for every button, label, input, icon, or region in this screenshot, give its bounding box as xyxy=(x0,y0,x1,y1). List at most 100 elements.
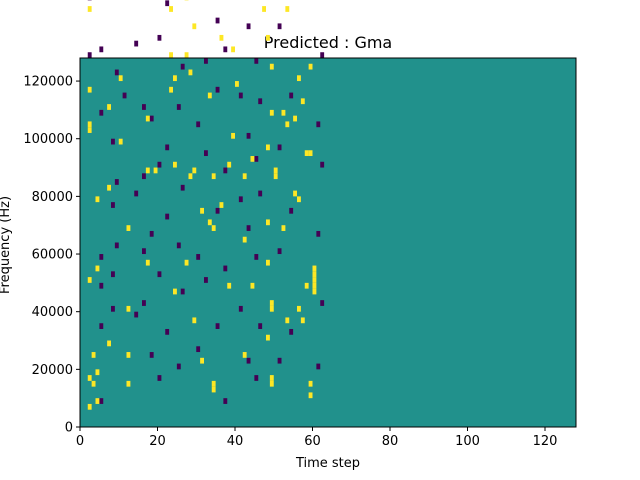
heatmap-cell-high xyxy=(285,317,290,324)
heatmap-cell-high xyxy=(107,104,111,110)
heatmap-cell-low xyxy=(223,46,228,53)
heatmap-cell-high xyxy=(269,109,274,116)
heatmap-cell-high xyxy=(192,167,197,174)
heatmap-cell-high xyxy=(273,167,278,174)
heatmap-cell-high xyxy=(312,282,317,289)
heatmap-cell-low xyxy=(176,242,181,249)
heatmap-cell-high xyxy=(107,184,111,191)
y-axis: 0 20000 40000 60000 80000 100000 120000 xyxy=(23,75,80,436)
heatmap-cell-high xyxy=(87,403,92,410)
heatmap-cell-high xyxy=(200,207,204,214)
x-tick-label: 80 xyxy=(382,434,399,449)
heatmap-cell-low xyxy=(157,34,162,41)
heatmap-cell-low xyxy=(246,357,251,364)
heatmap-cell-high xyxy=(211,225,216,231)
heatmap-cell-high xyxy=(145,115,150,122)
heatmap-cell-high xyxy=(262,6,266,12)
heatmap-cell-high xyxy=(266,334,270,341)
heatmap-cell-high xyxy=(173,161,177,168)
heatmap-cell-low xyxy=(99,109,104,116)
heatmap-cell-low xyxy=(258,98,263,105)
heatmap-cell-high xyxy=(95,398,100,404)
heatmap-cell-high xyxy=(285,6,290,12)
heatmap-cell-high xyxy=(273,173,278,180)
y-tick-label: 60000 xyxy=(32,248,73,263)
heatmap-cell-high xyxy=(266,219,270,226)
heatmap-cell-low xyxy=(180,184,185,191)
heatmap-cell-high xyxy=(297,305,301,312)
heatmap-cell-high xyxy=(293,190,297,197)
heatmap-cell-low xyxy=(99,398,104,404)
heatmap-cell-high xyxy=(219,202,224,208)
heatmap-cell-high xyxy=(300,317,305,324)
heatmap-cell-low xyxy=(215,207,220,214)
heatmap-cell-low xyxy=(99,282,104,289)
heatmap-cell-low xyxy=(204,58,208,64)
heatmap-cell-low xyxy=(176,363,181,370)
heatmap-cell-low xyxy=(99,323,104,329)
heatmap-cell-low xyxy=(180,63,185,70)
heatmap-cell-low xyxy=(277,23,282,30)
y-tick-label: 20000 xyxy=(32,363,73,378)
heatmap-cell-high xyxy=(312,288,317,295)
heatmap-cell-low xyxy=(142,173,146,180)
heatmap-cell-low xyxy=(165,328,170,335)
heatmap-cell-high xyxy=(207,219,212,226)
heatmap-cell-high xyxy=(91,352,96,358)
heatmap-cell-high xyxy=(188,69,193,76)
heatmap-cell-high xyxy=(126,225,131,231)
heatmap-cell-high xyxy=(95,369,100,376)
heatmap-cell-high xyxy=(126,380,131,387)
y-tick-label: 40000 xyxy=(32,305,73,320)
heatmap-cell-high xyxy=(269,305,274,312)
y-tick-label: 120000 xyxy=(23,75,73,90)
heatmap-cell-high xyxy=(269,63,274,70)
heatmap-cell-low xyxy=(149,115,154,122)
heatmap-cell-high xyxy=(87,375,92,381)
heatmap-cell-high xyxy=(169,6,173,12)
heatmap-cell-low xyxy=(134,190,139,197)
heatmap-cell-low xyxy=(204,277,208,283)
heatmap-cell-low xyxy=(289,328,294,335)
heatmap-cell-high xyxy=(227,282,232,289)
heatmap-cell-low xyxy=(254,254,259,260)
heatmap-cell-high xyxy=(87,127,92,133)
heatmap-cell-low xyxy=(223,265,228,272)
heatmap-cell-low xyxy=(320,52,325,58)
heatmap-cell-low xyxy=(87,52,92,58)
heatmap-cell-low xyxy=(254,58,259,64)
heatmap-cell-high xyxy=(87,86,92,93)
heatmap-cell-low xyxy=(180,288,185,295)
heatmap-cell-high xyxy=(312,265,317,272)
heatmap-cell-low xyxy=(215,86,220,93)
heatmap-cell-low xyxy=(114,69,119,76)
heatmap-cell-high xyxy=(145,259,150,266)
heatmap-cell-high xyxy=(266,259,270,266)
heatmap-cell-low xyxy=(149,352,154,358)
heatmap-cell-low xyxy=(258,190,263,197)
heatmap-cell-low xyxy=(122,92,127,99)
heatmap-cell-low xyxy=(316,363,321,370)
heatmap-cell-low xyxy=(246,23,251,30)
heatmap-cell-high xyxy=(250,156,255,162)
heatmap-cell-low xyxy=(142,300,146,306)
heatmap-cell-low xyxy=(277,357,282,364)
heatmap-cell-high xyxy=(118,75,123,82)
y-tick-label: 0 xyxy=(65,421,73,436)
heatmap-cell-low xyxy=(114,179,119,185)
heatmap-cell-high xyxy=(173,288,177,295)
heatmap-cell-low xyxy=(99,254,104,260)
heatmap-cell-high xyxy=(266,34,270,41)
heatmap-cell-low xyxy=(165,144,170,151)
x-axis-label: Time step xyxy=(295,456,360,471)
heatmap-cell-low xyxy=(204,150,208,157)
heatmap-cell-low xyxy=(246,225,251,231)
heatmap-cell-low xyxy=(165,0,170,7)
heatmap-cell-high xyxy=(227,161,232,168)
heatmap-cell-high xyxy=(118,138,123,145)
heatmap-cell-high xyxy=(219,34,224,41)
heatmap-cell-high xyxy=(235,81,239,87)
heatmap-cell-low xyxy=(142,104,146,110)
heatmap-cell-high xyxy=(269,375,274,381)
